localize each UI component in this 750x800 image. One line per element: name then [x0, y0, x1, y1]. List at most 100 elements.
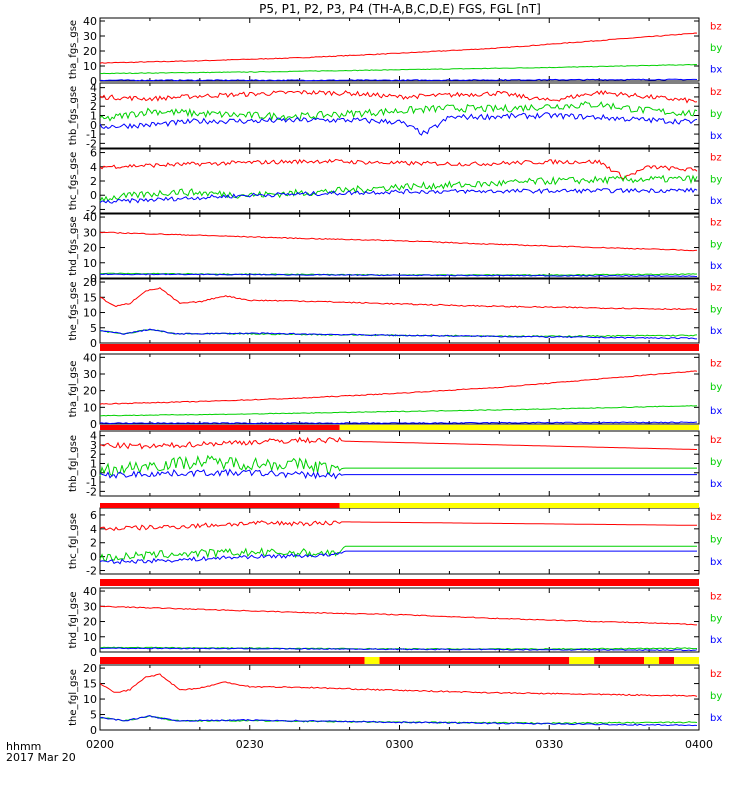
- series-line-bz: [99, 32, 698, 64]
- legend-bz: bz: [710, 218, 722, 229]
- x-tick-label: 0330: [535, 738, 563, 751]
- status-bar-segment: [379, 657, 570, 664]
- y-tick-label: 3: [90, 439, 97, 452]
- y-tick-label: 15: [83, 291, 97, 304]
- legend-by: by: [710, 691, 722, 702]
- y-tick-label: 6: [90, 509, 97, 522]
- status-bar-segment: [659, 657, 675, 664]
- legend-bx: bx: [710, 196, 722, 207]
- legend-bx: bx: [710, 131, 722, 142]
- status-bar: [100, 503, 699, 508]
- y-tick-label: 3: [90, 91, 97, 104]
- series-line-bx: [99, 550, 697, 565]
- series-line-bx: [99, 714, 698, 727]
- y-tick-label: 40: [83, 351, 97, 364]
- y-tick-label: 10: [83, 401, 97, 414]
- status-bar-segment: [100, 657, 365, 664]
- time-axis-label: hhmm: [6, 740, 41, 753]
- legend-by: by: [710, 613, 722, 624]
- y-tick-label: 2: [90, 537, 97, 550]
- legend-by: by: [710, 457, 722, 468]
- y-tick-label: 0: [90, 418, 97, 431]
- legend-bx: bx: [710, 406, 722, 417]
- y-tick-label: 0: [90, 646, 97, 659]
- series-line-bz: [99, 287, 698, 311]
- legend-bx: bx: [710, 64, 722, 75]
- y-tick-label: 0: [90, 551, 97, 564]
- panel-frame: [99, 213, 700, 279]
- panel-thd_fgl_gse: 0 10 20 30 40 thd_fgl_gse bz by bx: [68, 585, 722, 659]
- legend-bz: bz: [710, 22, 722, 33]
- y-axis-label: thc_fgl_gse: [68, 513, 79, 569]
- y-tick-label: -2: [86, 565, 97, 578]
- y-axis-label: thc_fgs_gse: [68, 152, 79, 211]
- series-line-bz: [99, 89, 698, 104]
- legend-bz: bz: [710, 358, 722, 369]
- y-tick-label: 5: [90, 709, 97, 722]
- legend-bx: bx: [710, 326, 722, 337]
- legend-bx: bx: [710, 261, 722, 272]
- y-tick-label: 1: [90, 110, 97, 123]
- date-label: 2017 Mar 20: [6, 751, 76, 764]
- status-bar: [100, 425, 699, 430]
- y-tick-label: -2: [86, 203, 97, 216]
- panel-the_fgl_gse: 0 5 10 15 20 the_fgl_gse bz by bx: [68, 662, 722, 737]
- series-line-by: [99, 454, 697, 477]
- series-line-bx: [99, 468, 697, 480]
- status-bar: [100, 657, 699, 664]
- y-tick-label: -2: [86, 137, 97, 150]
- x-tick-label: 0300: [386, 738, 414, 751]
- status-bar-segment: [594, 657, 645, 664]
- series-line-bz: [99, 158, 698, 180]
- y-tick-label: 10: [83, 307, 97, 320]
- panel-frame: [99, 587, 700, 653]
- series-line-by: [99, 63, 698, 75]
- y-tick-label: 10: [83, 631, 97, 644]
- panel-frame: [99, 507, 700, 575]
- y-tick-label: 0: [90, 272, 97, 285]
- y-axis-label: thd_fgl_gse: [68, 592, 79, 649]
- figure-title: P5, P1, P2, P3, P4 (TH-A,B,C,D,E) FGS, F…: [259, 2, 541, 16]
- y-axis-label: the_fgs_gse: [68, 281, 79, 340]
- series-line-by: [100, 646, 698, 650]
- y-tick-label: 0: [90, 119, 97, 132]
- series-line-by: [99, 405, 698, 417]
- y-tick-label: 2: [90, 100, 97, 113]
- panel-tha_fgs_gse: 0 10 20 30 40 tha_fgs_gse bz by bx: [68, 15, 722, 88]
- y-axis-label: the_fgl_gse: [68, 669, 79, 726]
- status-bar-segment: [100, 425, 340, 430]
- y-tick-label: 40: [83, 211, 97, 224]
- y-tick-label: 2: [90, 175, 97, 188]
- legend-bz: bz: [710, 283, 722, 294]
- panel-frame: [99, 430, 700, 497]
- y-tick-label: 10: [83, 60, 97, 73]
- series-line-bz: [99, 436, 697, 450]
- y-tick-label: 4: [90, 161, 97, 174]
- legend-by: by: [710, 304, 722, 315]
- y-tick-label: 2: [90, 448, 97, 461]
- series-line-bx: [99, 328, 697, 340]
- series-line-bx: [99, 187, 698, 204]
- y-axis-label: thd_fgs_gse: [68, 216, 79, 275]
- y-tick-label: -1: [86, 476, 97, 489]
- series-line-bx: [99, 273, 698, 278]
- panel-frame: [99, 148, 700, 214]
- x-tick-label: 0230: [236, 738, 264, 751]
- y-tick-label: 30: [83, 30, 97, 43]
- y-tick-label: 20: [83, 45, 97, 58]
- time-axis: 0200 0230 0300 0330 0400: [86, 738, 713, 751]
- status-bar-segment: [644, 657, 660, 664]
- panel-frame: [99, 17, 700, 82]
- y-axis-label: thb_fgs_gse: [68, 86, 79, 145]
- panel-tha_fgl_gse: 0 10 20 30 40 tha_fgl_gse bz by bx: [68, 351, 722, 431]
- series-line-bz: [99, 673, 698, 697]
- legend-bx: bx: [710, 713, 722, 724]
- legend-by: by: [710, 109, 722, 120]
- legend-bz: bz: [710, 87, 722, 98]
- status-bar-segment: [100, 503, 340, 508]
- series-line-bx: [99, 647, 698, 652]
